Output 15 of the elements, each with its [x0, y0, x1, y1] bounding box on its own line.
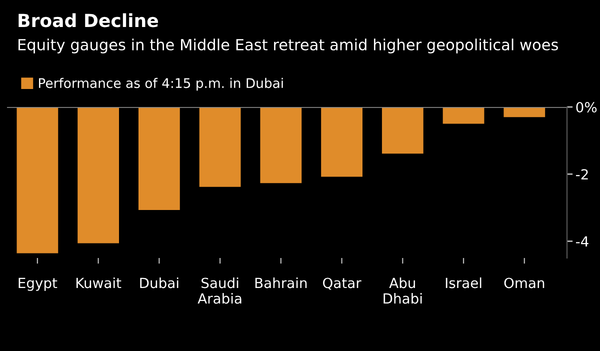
x-tick-label: Kuwait	[76, 277, 122, 288]
x-tick-label: Egypt	[18, 278, 58, 291]
chart-title: Broad Decline	[18, 13, 158, 28]
y-tick-label: -4	[576, 236, 588, 246]
x-tick-label: Abu Dhabi	[384, 277, 422, 304]
y-tick-label: 0%	[576, 102, 597, 112]
x-tick-label: Israel	[446, 277, 482, 288]
x-tick-label: Saudi Arabia	[198, 277, 242, 304]
legend-label: Performance as of 4:15 p.m. in Dubai	[39, 78, 283, 91]
x-tick-label: Oman	[504, 278, 544, 288]
x-tick-label: Dubai	[140, 277, 178, 288]
y-tick-label: -2	[576, 169, 588, 180]
x-tick-label: Bahrain	[255, 277, 307, 288]
x-tick-label: Qatar	[323, 278, 362, 290]
chart-subtitle: Equity gauges in the Middle East retreat amid higher geopolitical woes	[18, 38, 558, 54]
